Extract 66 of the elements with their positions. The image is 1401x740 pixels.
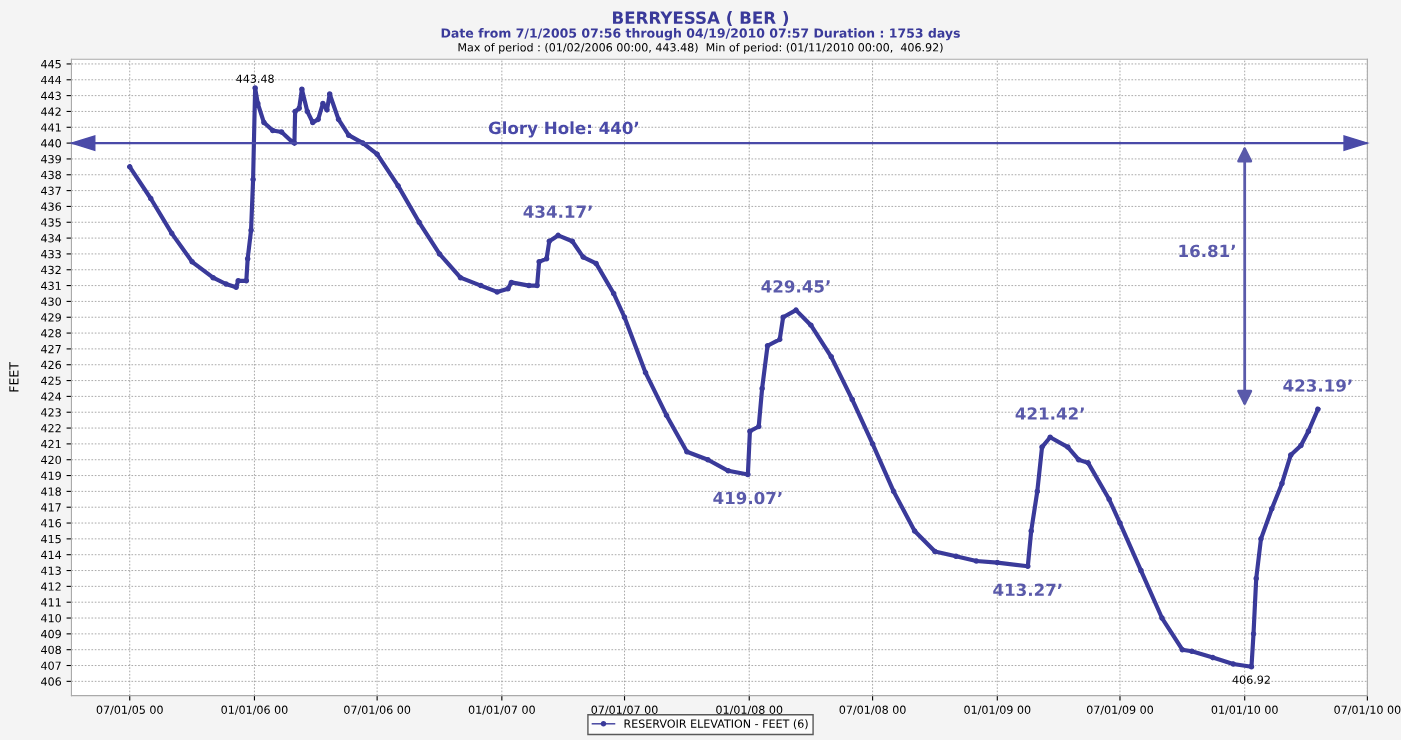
y-tick-label: 433: [41, 249, 61, 259]
y-tick-label: 429: [41, 313, 61, 322]
annotation: 423.19’: [1283, 379, 1352, 392]
chart-title: BERRYESSA ( BER ): [613, 11, 789, 26]
y-tick-label: 439: [41, 154, 61, 164]
y-tick-label: 420: [41, 455, 61, 465]
annotation: 419.07’: [713, 491, 782, 505]
annotation: 434.17’: [523, 205, 592, 219]
y-tick-label: 414: [41, 550, 62, 559]
legend-label: RESERVOIR ELEVATION - FEET (6): [624, 719, 808, 730]
y-tick-label: 445: [41, 60, 61, 69]
y-tick-label: 416: [41, 519, 62, 528]
y-tick-label: 424: [41, 392, 62, 401]
y-tick-label: 436: [41, 202, 62, 211]
x-tick-label: 07/01/10 00: [1334, 705, 1401, 715]
chart-subtitle: Date from 7/1/2005 07:56 through 04/19/2010 07:57 Duration : 1753 days: [441, 28, 960, 41]
y-tick-label: 440: [41, 139, 61, 148]
y-tick-label: 434: [41, 234, 62, 243]
y-tick-label: 443: [41, 91, 61, 100]
y-tick-label: 417: [41, 503, 61, 512]
y-tick-label: 413: [41, 566, 61, 575]
x-tick-label: 01/01/09 00: [964, 705, 1031, 715]
y-tick-label: 431: [41, 281, 61, 290]
y-tick-label: 438: [41, 170, 61, 180]
y-tick-label: 411: [41, 598, 61, 607]
y-axis-title: FEET: [9, 362, 19, 392]
y-tick-label: 442: [41, 107, 61, 116]
y-tick-label: 415: [41, 535, 61, 544]
y-tick-label: 437: [41, 186, 61, 195]
y-tick-label: 427: [41, 344, 61, 354]
text: Max of period : (01/02/2006 00:00, 443.48) Min of period: (01/11/2010 00:00, 406.92): [458, 42, 943, 54]
y-tick-label: 432: [41, 265, 61, 275]
y-tick-label: 444: [41, 75, 62, 84]
y-tick-label: 407: [41, 661, 61, 670]
y-tick-label: 418: [41, 487, 61, 496]
x-tick-label: 01/01/06 00: [221, 705, 288, 715]
y-tick-label: 410: [41, 614, 61, 623]
y-tick-label: 422: [41, 424, 61, 433]
y-tick-label: 441: [41, 123, 61, 132]
y-tick-label: 421: [41, 439, 61, 449]
y-tick-label: 409: [41, 629, 61, 639]
x-tick-label: 07/01/05 00: [96, 705, 163, 715]
x-tick-label: 07/01/07 00: [591, 705, 658, 715]
x-tick-label: 01/01/08 00: [716, 705, 783, 715]
annotation: 421.42’: [1015, 407, 1084, 420]
y-tick-label: 406: [41, 677, 62, 686]
x-tick-label: 07/01/08 00: [839, 705, 906, 715]
y-tick-label: 423: [41, 408, 61, 417]
y-tick-label: 408: [41, 645, 61, 655]
x-tick-label: 07/01/06 00: [344, 705, 411, 715]
y-tick-label: 430: [41, 297, 61, 306]
y-tick-label: 435: [41, 218, 61, 227]
y-tick-label: 426: [41, 360, 62, 370]
annotation: 16.81’: [1179, 244, 1235, 258]
x-tick-label: 01/01/07 00: [468, 705, 535, 715]
x-tick-label: 01/01/10 00: [1211, 705, 1278, 715]
annotation: 406.92: [1232, 675, 1270, 684]
annotation: 429.45’: [761, 280, 830, 293]
y-tick-label: 425: [41, 376, 61, 385]
annotation: 443.48: [236, 74, 274, 83]
y-tick-label: 412: [41, 582, 61, 591]
ref-line-label: Glory Hole: 440’: [488, 121, 639, 138]
annotation: 413.27’: [993, 583, 1062, 597]
y-tick-label: 428: [41, 329, 61, 338]
x-tick-label: 07/01/09 00: [1086, 705, 1154, 715]
y-tick-label: 419: [41, 471, 61, 480]
